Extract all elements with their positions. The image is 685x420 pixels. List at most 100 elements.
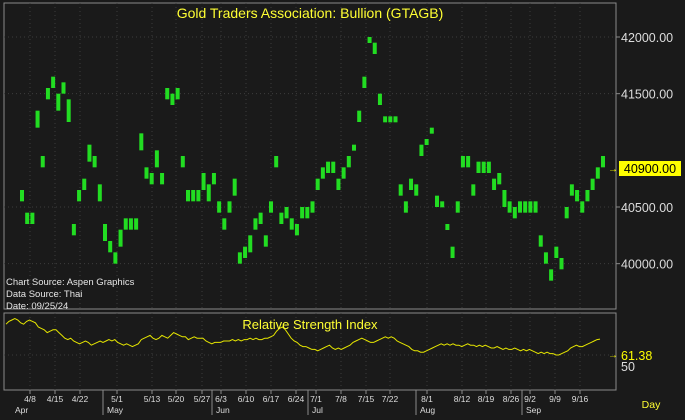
last-price-tag-background — [619, 161, 681, 176]
price-bar — [486, 161, 491, 173]
price-bar — [367, 37, 372, 43]
price-bar — [118, 229, 123, 247]
price-bar — [336, 178, 341, 190]
period-label: Day — [642, 399, 661, 411]
price-bar — [450, 246, 455, 258]
price-bar — [352, 144, 356, 151]
rsi-last-value-tag: → 61.38 — [608, 349, 652, 363]
x-axis-day-label: 8/12 — [454, 394, 471, 404]
x-axis-day-label: 9/16 — [572, 394, 589, 404]
price-bar — [523, 201, 528, 213]
price-bar — [528, 201, 533, 213]
price-bar — [92, 156, 97, 168]
price-bar — [25, 212, 30, 224]
last-price-tag: → 40900.00 — [608, 161, 681, 176]
price-bar — [180, 156, 185, 168]
x-axis-day-label: 6/24 — [288, 394, 305, 404]
price-bar — [35, 110, 40, 128]
price-bar — [310, 201, 315, 213]
price-bar — [196, 190, 201, 202]
price-bar — [502, 190, 507, 207]
price-bar — [466, 156, 471, 168]
x-axis-day-label: 5/27 — [194, 394, 211, 404]
price-bar — [97, 184, 102, 202]
price-bar — [201, 173, 206, 190]
x-axis-day-label: 5/13 — [144, 394, 161, 404]
price-bar — [66, 99, 71, 122]
price-bar — [331, 161, 336, 173]
x-axis-day-label: 8/19 — [478, 394, 495, 404]
rsi-grid — [4, 313, 616, 390]
price-bar — [455, 201, 460, 213]
chart-source-block: Chart Source: Aspen Graphics Data Source… — [6, 277, 135, 312]
price-bars — [20, 37, 605, 281]
price-bar — [471, 184, 476, 196]
price-bar — [222, 218, 227, 230]
price-bar — [414, 184, 419, 196]
x-axis-day-label: 9/2 — [524, 394, 536, 404]
x-axis-day-label: 4/15 — [47, 394, 64, 404]
price-axis-label: 40500.00 — [621, 201, 673, 215]
price-bar — [294, 224, 299, 236]
price-bar — [346, 156, 351, 168]
price-bar — [481, 161, 486, 173]
x-axis-day-label: 6/17 — [263, 394, 280, 404]
rsi-panel-frame — [3, 312, 617, 391]
price-bar — [357, 110, 362, 122]
price-bar — [274, 156, 279, 168]
price-bar — [512, 207, 517, 219]
price-bar — [237, 252, 242, 264]
price-bar — [580, 201, 585, 213]
price-bar — [77, 190, 82, 202]
chart-source-label: Chart Source: Aspen Graphics — [6, 277, 135, 288]
price-bar — [227, 201, 232, 213]
price-bar — [30, 212, 35, 224]
price-panel-frame — [3, 2, 617, 310]
price-bar — [424, 139, 429, 145]
x-axis-day-label: 5/20 — [168, 394, 185, 404]
x-axis: 4/8 4/15 4/22 5/1 5/13 5/20 5/27 6/3 6/10 6/17 6/2… — [15, 390, 589, 415]
price-bar — [403, 201, 408, 213]
x-axis-month-label: Sep — [526, 405, 541, 415]
price-bar — [590, 178, 595, 190]
x-axis-day-label: 9/9 — [549, 394, 561, 404]
price-bar — [232, 178, 237, 196]
x-axis-day-label: 7/8 — [335, 394, 347, 404]
price-axis-label: 41500.00 — [621, 88, 673, 102]
price-bar — [398, 184, 403, 196]
price-panel: 40000.00 40500.00 41500.00 42000.00 Gold Tr… — [3, 2, 681, 312]
price-bar — [170, 93, 175, 105]
price-bar — [476, 161, 481, 173]
x-axis-day-label: 7/22 — [382, 394, 399, 404]
rsi-line — [5, 318, 601, 356]
price-axis: 40000.00 40500.00 41500.00 42000.00 — [616, 31, 673, 272]
price-bar — [300, 207, 305, 219]
price-bar — [263, 235, 268, 247]
price-bar — [160, 173, 165, 185]
rsi-panel: Relative Strength Index 50 → 61.38 — [3, 312, 652, 391]
rsi-last-value: 61.38 — [621, 349, 652, 363]
price-bar — [601, 156, 605, 168]
last-price-arrow-icon: → — [608, 164, 618, 175]
x-axis-day-label: 7/15 — [358, 394, 375, 404]
price-bar — [388, 116, 393, 123]
price-bar — [569, 184, 574, 196]
x-axis-month-label: Jun — [216, 405, 230, 415]
rsi-level-50-label: 50 — [621, 360, 635, 374]
price-bar — [440, 201, 445, 208]
price-bar — [362, 76, 367, 88]
price-bar — [284, 207, 289, 219]
price-bar — [460, 156, 465, 168]
price-bar — [108, 241, 113, 253]
price-bar — [56, 93, 61, 111]
x-axis-day-label: 4/22 — [72, 394, 89, 404]
chart-date-label: Date: 09/25/24 — [6, 301, 68, 312]
price-bar — [175, 88, 180, 100]
price-bar — [326, 161, 331, 173]
price-bar — [206, 184, 211, 202]
price-bar — [71, 224, 76, 236]
x-axis-day-label: 7/1 — [310, 394, 322, 404]
